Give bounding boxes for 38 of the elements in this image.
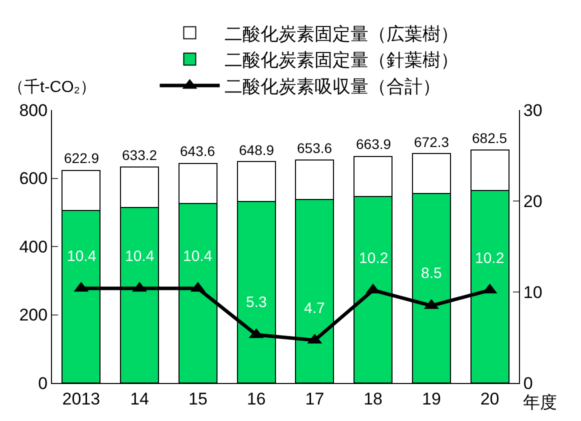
x-tick-label: 17 xyxy=(305,389,324,408)
y-tick-label: 200 xyxy=(19,306,48,325)
y-tick-label: 400 xyxy=(19,237,48,256)
legend-label: 二酸化炭素固定量（広葉樹） xyxy=(224,24,459,44)
y-axis-title: （千t-CO₂） xyxy=(8,78,96,96)
total-label: 648.9 xyxy=(239,142,274,158)
data-label: 10.2 xyxy=(475,250,504,267)
data-label: 10.2 xyxy=(359,250,388,267)
x-tick-label: 15 xyxy=(188,389,208,408)
total-label: 663.9 xyxy=(356,136,392,152)
total-label: 622.9 xyxy=(64,150,100,166)
data-label: 10.4 xyxy=(125,248,154,265)
data-label: 8.5 xyxy=(421,265,442,282)
x-axis-title: 年度 xyxy=(523,393,557,412)
data-label: 4.7 xyxy=(304,300,325,317)
x-tick-label: 14 xyxy=(130,389,150,408)
y2-tick-label: 10 xyxy=(523,282,542,302)
data-label: 10.4 xyxy=(183,248,212,265)
x-tick-label: 18 xyxy=(364,389,383,408)
y2-tick-label: 0 xyxy=(523,374,533,393)
total-label: 643.6 xyxy=(180,143,216,159)
x-tick-label: 19 xyxy=(422,389,441,408)
total-label: 682.5 xyxy=(472,130,508,146)
x-tick-label: 2013 xyxy=(62,389,100,408)
x-tick-label: 20 xyxy=(480,389,500,408)
x-tick-label: 16 xyxy=(246,389,266,408)
y-tick-label: 600 xyxy=(19,169,48,188)
legend-label: 二酸化炭素吸収量（合計） xyxy=(224,76,441,97)
total-label: 672.3 xyxy=(414,134,450,150)
data-label: 10.4 xyxy=(67,248,96,265)
total-label: 633.2 xyxy=(122,147,158,163)
y-tick-label: 800 xyxy=(19,100,48,120)
legend-label: 二酸化炭素固定量（針葉樹） xyxy=(224,50,459,70)
data-label: 5.3 xyxy=(246,294,267,311)
y-tick-label: 0 xyxy=(38,374,48,393)
y2-tick-label: 30 xyxy=(523,100,542,120)
total-label: 653.6 xyxy=(297,140,332,156)
y2-tick-label: 20 xyxy=(523,192,542,211)
